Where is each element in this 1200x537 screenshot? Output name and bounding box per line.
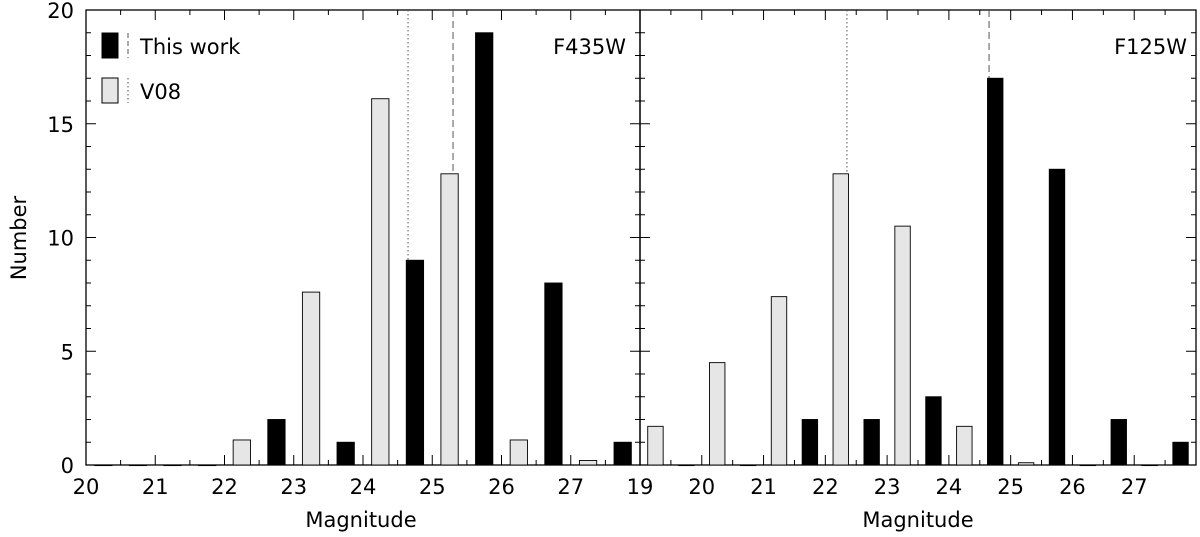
bar-this-work	[1110, 419, 1127, 466]
legend-label-v08: V08	[140, 80, 181, 104]
x-tick-label: 23	[280, 475, 307, 499]
bar-v08	[1017, 462, 1035, 466]
bar-this-work	[198, 464, 217, 467]
x-tick-label: 21	[142, 475, 169, 499]
bar-this-work	[925, 396, 942, 466]
bar-v08	[94, 464, 113, 467]
bar-v08	[956, 425, 973, 466]
y-tick-label: 5	[61, 340, 74, 364]
bar-this-work	[336, 441, 355, 466]
legend-swatch-v08	[101, 77, 119, 104]
bar-v08	[1141, 464, 1158, 467]
x-tick-label: 19	[627, 475, 654, 499]
x-tick-label: 21	[750, 475, 777, 499]
bar-v08	[709, 362, 726, 466]
bar-this-work	[544, 282, 563, 466]
panel-f435w: F435W Magnitude 20 21 22 23 24 25 26 27 0 5 10 15 20	[47, 0, 641, 532]
bar-v08	[440, 173, 459, 466]
bar-this-work	[739, 464, 757, 467]
panel-f125w: F125W Magnitude 19 20 21 22 23 24 25 26 27	[627, 9, 1197, 532]
x-axis-title-f435w: Magnitude	[305, 508, 416, 532]
bar-v08	[770, 296, 788, 466]
bar-v08	[301, 291, 321, 466]
bar-this-work	[678, 464, 695, 467]
x-tick-label: 20	[73, 475, 100, 499]
x-tick-label: 23	[874, 475, 901, 499]
y-tick-label: 15	[47, 113, 74, 137]
legend-label-this-work: This work	[139, 35, 241, 59]
bar-v08	[232, 439, 251, 466]
x-tick-label: 25	[997, 475, 1024, 499]
bar-this-work	[1048, 168, 1066, 466]
bar-this-work	[1172, 441, 1189, 466]
x-tick-label: 26	[488, 475, 515, 499]
bar-v08	[371, 98, 390, 466]
bar-this-work	[613, 441, 632, 466]
y-tick-label: 10	[47, 227, 74, 251]
x-tick-label: 27	[1121, 475, 1148, 499]
x-tick-label: 27	[557, 475, 584, 499]
y-tick-label: 20	[47, 0, 74, 23]
bar-this-work	[863, 419, 880, 466]
x-axis-title-f125w: Magnitude	[862, 508, 973, 532]
bar-v08	[509, 439, 528, 466]
x-tick-label: 20	[688, 475, 715, 499]
bar-v08	[894, 225, 911, 466]
x-tick-label: 22	[211, 475, 238, 499]
y-tick-label: 0	[61, 454, 74, 478]
bar-v08	[163, 464, 182, 467]
bar-v08	[1079, 464, 1097, 467]
bar-this-work	[128, 464, 148, 467]
bar-v08	[832, 173, 849, 466]
bar-v08	[647, 425, 664, 466]
legend-swatch-this-work	[101, 32, 119, 59]
panel-title-f435w: F435W	[553, 35, 626, 59]
bar-this-work	[267, 419, 286, 466]
y-axis-title: Number	[7, 195, 31, 280]
x-tick-label: 24	[936, 475, 963, 499]
legend: This work V08	[101, 32, 241, 104]
bar-this-work	[987, 77, 1004, 466]
x-tick-label: 25	[419, 475, 446, 499]
bar-this-work	[405, 259, 425, 466]
x-tick-label: 26	[1059, 475, 1086, 499]
x-tick-label: 22	[812, 475, 839, 499]
bar-this-work	[475, 32, 494, 466]
bar-this-work	[801, 419, 819, 466]
panel-title-f125w: F125W	[1114, 35, 1187, 59]
bar-v08	[578, 460, 598, 466]
x-tick-label: 24	[350, 475, 377, 499]
